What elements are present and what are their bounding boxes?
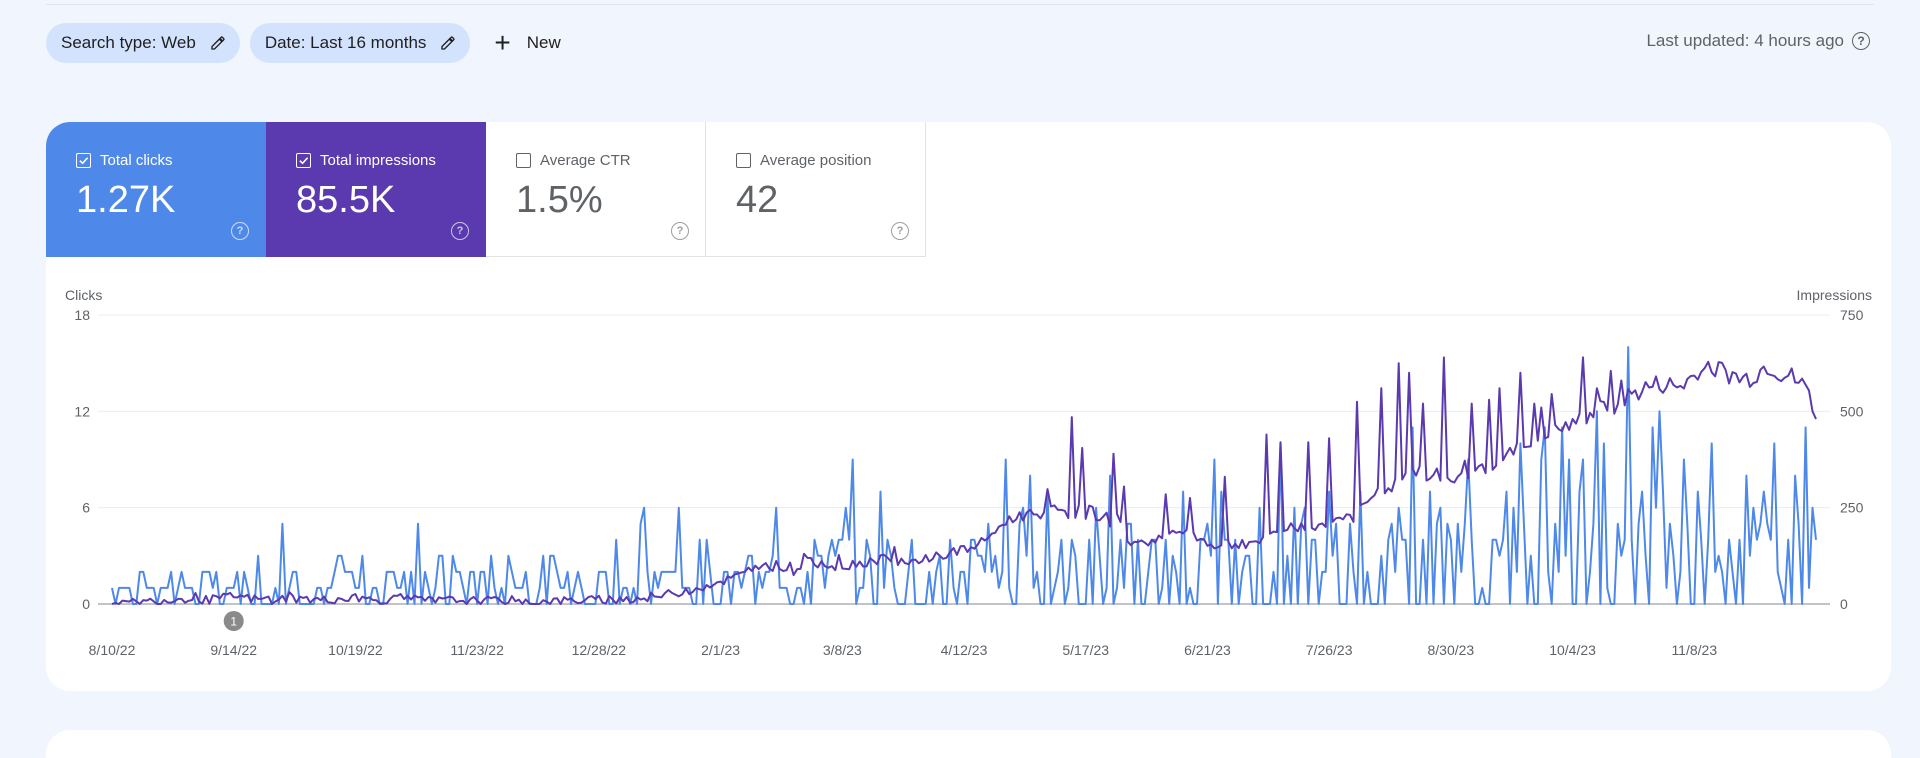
series-line-total-impressions[interactable] — [111, 356, 1817, 605]
metric-average-position[interactable]: Average position 42 ? — [706, 122, 926, 257]
right-tick-label: 0 — [1840, 596, 1848, 612]
checkbox-checked-icon[interactable] — [296, 153, 311, 168]
metric-total-clicks[interactable]: Total clicks 1.27K ? — [46, 122, 266, 257]
next-card — [46, 730, 1891, 758]
x-tick-label: 7/26/23 — [1306, 642, 1353, 658]
x-tick-label: 2/1/23 — [701, 642, 740, 658]
x-tick-label: 8/30/23 — [1427, 642, 1474, 658]
top-divider — [46, 4, 1874, 5]
metric-value: 42 — [736, 179, 779, 221]
right-tick-label: 750 — [1840, 307, 1864, 323]
checkbox-checked-icon[interactable] — [76, 153, 91, 168]
metric-value: 1.27K — [76, 179, 176, 221]
x-tick-label: 4/12/23 — [941, 642, 988, 658]
annotation-label: 1 — [230, 615, 237, 629]
pencil-icon[interactable] — [440, 35, 456, 51]
metric-label: Total clicks — [100, 152, 173, 169]
x-tick-label: 8/10/22 — [89, 642, 136, 658]
plus-icon: + — [494, 27, 511, 58]
x-tick-label: 3/8/23 — [823, 642, 862, 658]
right-axis-label: Impressions — [1797, 287, 1872, 303]
x-tick-label: 12/28/22 — [572, 642, 627, 658]
x-tick-label: 6/21/23 — [1184, 642, 1231, 658]
annotation-marker[interactable] — [223, 611, 244, 631]
x-tick-label: 9/14/22 — [210, 642, 257, 658]
metric-average-ctr[interactable]: Average CTR 1.5% ? — [486, 122, 706, 257]
left-tick-label: 18 — [74, 307, 90, 323]
right-tick-label: 500 — [1840, 403, 1864, 419]
new-filter-button[interactable]: + New — [480, 23, 574, 63]
metric-value: 85.5K — [296, 179, 396, 221]
metric-label: Average CTR — [540, 152, 631, 169]
search-type-chip[interactable]: Search type: Web — [46, 23, 240, 63]
help-icon[interactable]: ? — [891, 222, 909, 240]
search-type-label: Search type: Web — [61, 33, 196, 52]
x-tick-label: 11/23/22 — [450, 642, 504, 658]
metric-tabs: Total clicks 1.27K ? Total impressions 8… — [46, 122, 926, 257]
left-tick-label: 12 — [74, 403, 90, 419]
last-updated-text: Last updated: 4 hours ago — [1646, 31, 1844, 50]
date-chip[interactable]: Date: Last 16 months — [249, 23, 471, 63]
right-tick-label: 250 — [1840, 500, 1864, 516]
help-icon[interactable]: ? — [671, 222, 689, 240]
filter-bar: Search type: Web Date: Last 16 months + … — [46, 23, 575, 63]
date-label: Date: Last 16 months — [264, 33, 427, 52]
metric-total-impressions[interactable]: Total impressions 85.5K ? — [266, 122, 486, 257]
metric-label: Total impressions — [320, 152, 436, 169]
pencil-icon[interactable] — [210, 35, 226, 51]
checkbox-empty-icon[interactable] — [516, 153, 531, 168]
x-tick-label: 11/8/23 — [1671, 642, 1717, 658]
new-label: New — [526, 33, 561, 52]
left-tick-label: 0 — [82, 596, 90, 612]
last-updated: Last updated: 4 hours ago ? — [1646, 31, 1870, 51]
x-tick-label: 5/17/23 — [1062, 642, 1109, 658]
performance-card: Total clicks 1.27K ? Total impressions 8… — [46, 122, 1891, 691]
performance-chart[interactable]: Clicks Impressions 0 6 12 18 0 250 500 750 8/10/… — [46, 122, 1891, 691]
checkbox-empty-icon[interactable] — [736, 153, 751, 168]
metric-label: Average position — [760, 152, 872, 169]
x-tick-label: 10/4/23 — [1549, 642, 1596, 658]
help-icon[interactable]: ? — [1852, 32, 1870, 50]
metric-value: 1.5% — [516, 179, 603, 221]
help-icon[interactable]: ? — [451, 222, 469, 240]
x-tick-label: 10/19/22 — [328, 642, 383, 658]
help-icon[interactable]: ? — [231, 222, 249, 240]
left-tick-label: 6 — [82, 500, 90, 516]
series-line-total-clicks[interactable] — [111, 346, 1817, 605]
left-axis-label: Clicks — [65, 287, 102, 303]
